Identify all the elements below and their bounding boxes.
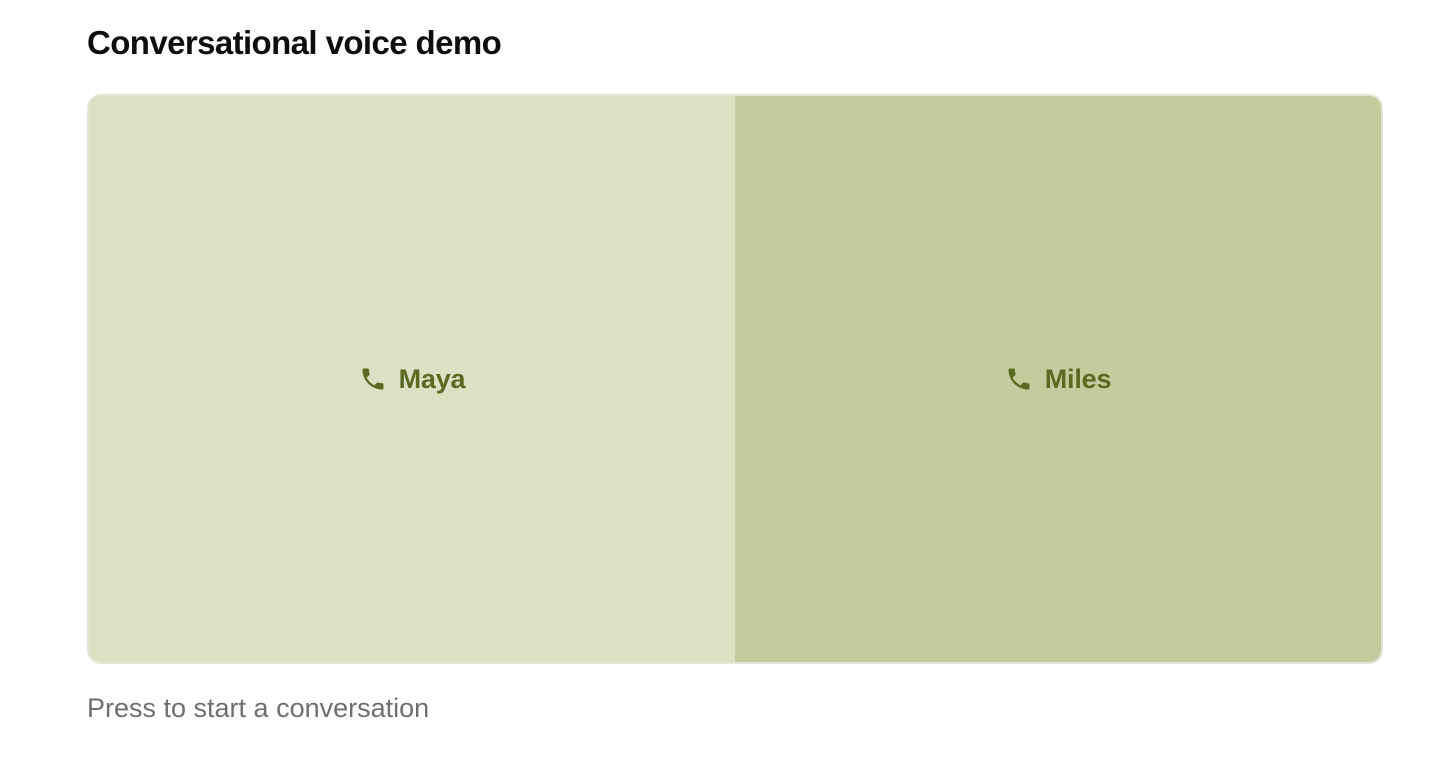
voice-option-maya[interactable]: Maya	[89, 96, 735, 662]
voice-option-content: Miles	[1005, 363, 1112, 395]
voice-option-miles[interactable]: Miles	[735, 96, 1381, 662]
voice-option-content: Maya	[359, 364, 466, 395]
phone-icon	[1005, 365, 1033, 393]
page-title: Conversational voice demo	[87, 24, 502, 61]
phone-icon	[359, 365, 387, 393]
voice-option-label: Maya	[398, 363, 466, 394]
hint-text: Press to start a conversation	[87, 693, 430, 723]
voice-selector-panel: Maya Miles	[87, 94, 1383, 664]
voice-option-label: Miles	[1044, 363, 1112, 394]
